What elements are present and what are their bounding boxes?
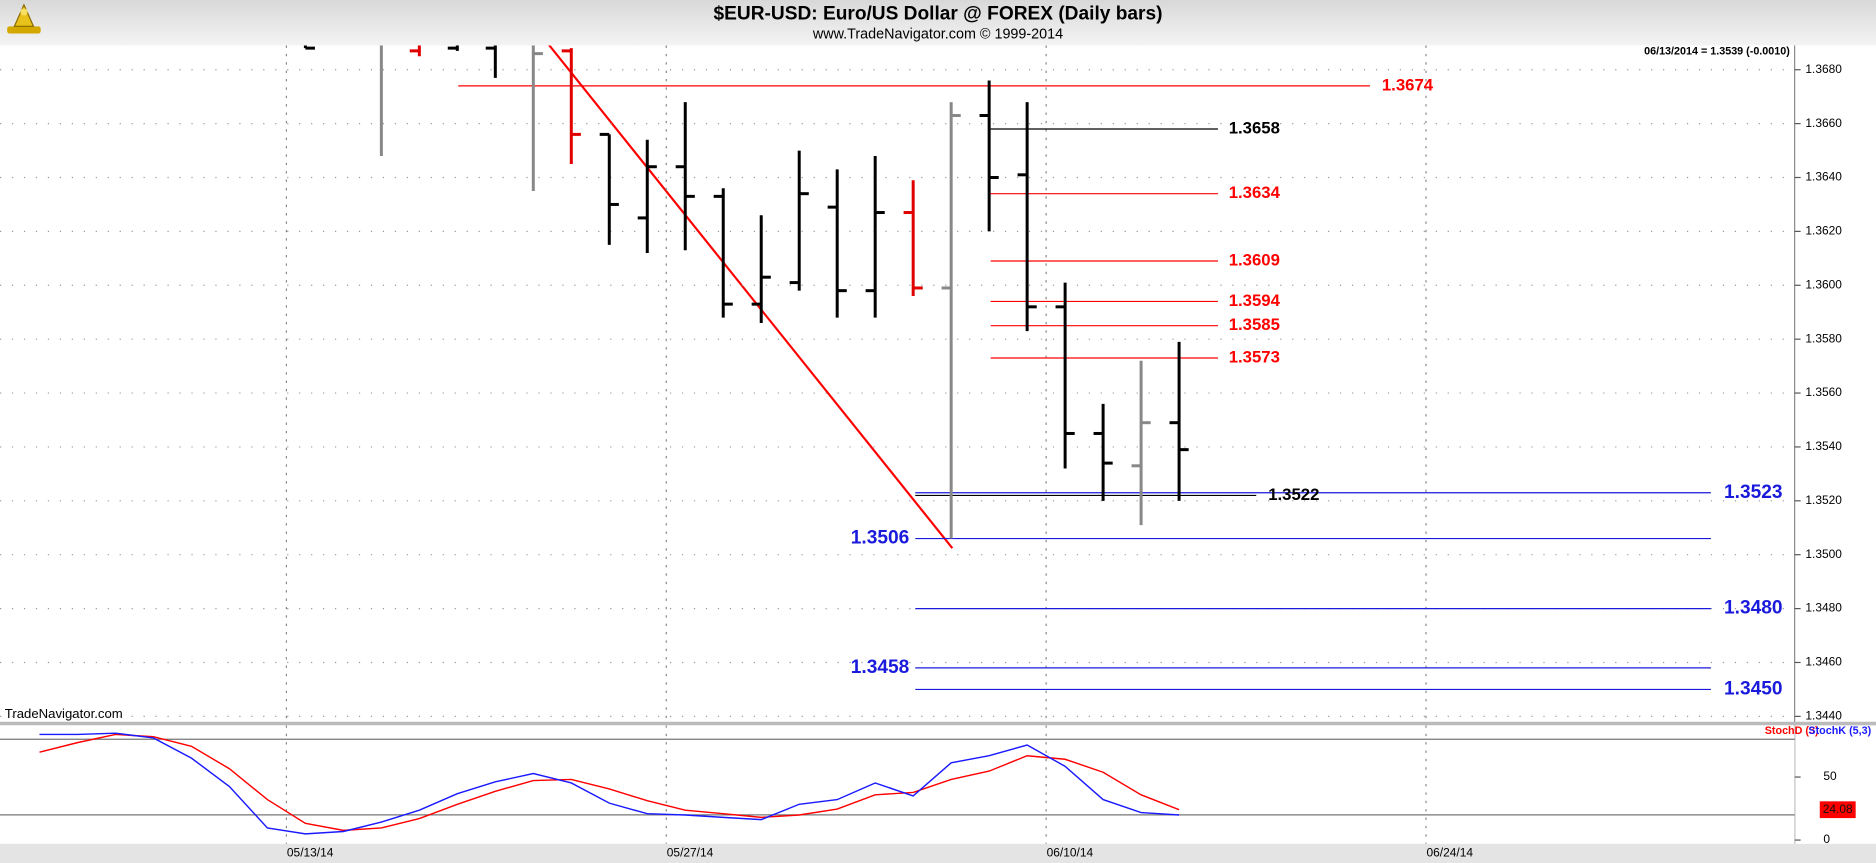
y-tick-label: 1.3460 bbox=[1805, 655, 1842, 669]
level-label: 1.3480 bbox=[1724, 598, 1782, 619]
y-tick-label: 1.3580 bbox=[1805, 331, 1842, 345]
x-tick-label: 05/27/14 bbox=[667, 846, 714, 860]
legend-entry: StochD (3) bbox=[1765, 725, 1819, 737]
y-tick-label: 50 bbox=[1823, 769, 1837, 783]
main-plot bbox=[0, 45, 1795, 722]
level-label: 1.3658 bbox=[1229, 118, 1280, 137]
y-tick-label: 1.3660 bbox=[1805, 116, 1842, 130]
level-label: 1.3573 bbox=[1229, 347, 1280, 366]
level-label: 1.3594 bbox=[1229, 291, 1281, 310]
y-tick-label: 1.3480 bbox=[1805, 601, 1842, 615]
watermark: TradeNavigator.com bbox=[5, 706, 123, 721]
y-tick-label: 1.3600 bbox=[1805, 277, 1842, 291]
y-tick-label: 1.3500 bbox=[1805, 547, 1842, 561]
level-label: 1.3458 bbox=[851, 657, 910, 678]
level-label: 1.3674 bbox=[1382, 75, 1434, 94]
stoch-line bbox=[39, 732, 1180, 835]
price-axis-strip bbox=[1794, 45, 1876, 844]
y-tick-label: 1.3640 bbox=[1805, 170, 1842, 184]
y-tick-label: 0 bbox=[1823, 832, 1830, 846]
level-label: 1.3522 bbox=[1268, 485, 1319, 504]
main-panel bbox=[0, 45, 1795, 722]
value-box bbox=[1819, 801, 1856, 819]
value-label: 24.08 bbox=[1823, 802, 1853, 816]
stoch-panel bbox=[0, 725, 1795, 844]
y-tick-label: 1.3520 bbox=[1805, 493, 1842, 507]
level-label: 1.3634 bbox=[1229, 183, 1281, 202]
chart-title: $EUR-USD: Euro/US Dollar @ FOREX (Daily … bbox=[714, 3, 1163, 24]
chart-subtitle: www.TradeNavigator.com © 1999-2014 bbox=[812, 27, 1063, 43]
y-tick-label: 1.3540 bbox=[1805, 439, 1842, 453]
overlay: 1.3680 1.3660 1.3640 1.3620 1.3600 1.3580 1.35… bbox=[287, 62, 1872, 860]
x-tick-label: 05/13/14 bbox=[287, 846, 334, 860]
level-label: 1.3506 bbox=[851, 528, 909, 549]
trend-line bbox=[548, 45, 954, 549]
date-strip bbox=[0, 843, 1876, 863]
y-tick-label: 1.3560 bbox=[1805, 385, 1842, 399]
stoch-line bbox=[39, 733, 1180, 832]
panel-separator bbox=[0, 721, 1876, 726]
logo bbox=[7, 3, 41, 34]
legend-entry: StochK (5,3) bbox=[1808, 725, 1871, 737]
header-band bbox=[0, 0, 1876, 46]
stoch-plot bbox=[0, 725, 1795, 844]
level-label: 1.3523 bbox=[1724, 482, 1782, 503]
x-tick-label: 06/10/14 bbox=[1047, 846, 1094, 860]
y-tick-label: 1.3620 bbox=[1805, 224, 1842, 238]
level-label: 1.3585 bbox=[1229, 315, 1280, 334]
y-tick-label: 1.3440 bbox=[1805, 709, 1842, 723]
x-tick-label: 06/24/14 bbox=[1427, 846, 1474, 860]
y-tick-label: 1.3680 bbox=[1805, 62, 1842, 76]
last-quote: 06/13/2014 = 1.3539 (-0.0010) bbox=[1644, 45, 1790, 57]
level-label: 1.3450 bbox=[1724, 678, 1782, 699]
level-label: 1.3609 bbox=[1229, 250, 1280, 269]
